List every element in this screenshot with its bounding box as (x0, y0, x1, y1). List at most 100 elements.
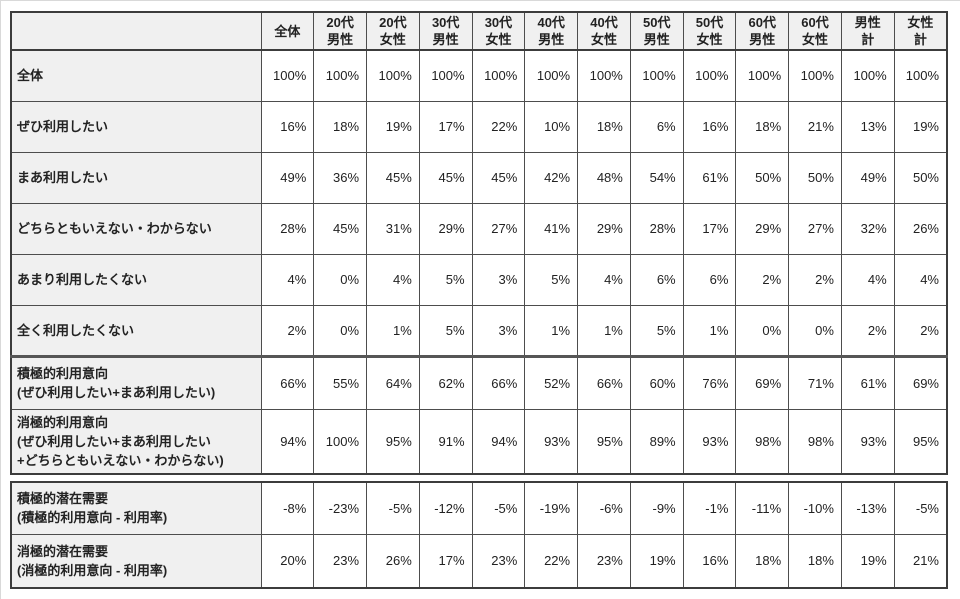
value-cell: 36% (313, 151, 368, 204)
table-row: 全く利用したくない 2% 0% 1% 5% 3% 1% 1% 5% 1% 0% 0% 2% 2% (10, 304, 948, 357)
row-label: あまり利用したくない (17, 272, 148, 287)
value-cell: 100% (260, 49, 315, 102)
row-label: 消極的潜在需要 (17, 543, 109, 559)
value-cell: 5% (418, 253, 473, 306)
column-header: 男性 計 (840, 11, 895, 51)
value-cell: 66% (260, 354, 315, 410)
value-cell: 18% (735, 100, 790, 153)
value-cell: -5% (893, 481, 948, 535)
row-label: まあ利用したい (17, 170, 109, 185)
survey-result-table-1: 全体 20代 男性 20代 女性 30代 男性 30代 女性 40代 男性 40代 女性 50… (10, 11, 948, 475)
value-cell: 45% (313, 202, 368, 255)
table-row: ぜひ利用したい 16% 18% 19% 17% 22% 10% 18% 6% 16% 18% 21% 1… (10, 100, 948, 153)
value-cell: 26% (893, 202, 948, 255)
value-cell: -5% (366, 481, 420, 535)
value-cell: 17% (682, 202, 737, 255)
value-cell: 45% (418, 151, 473, 204)
value-cell: 100% (418, 49, 473, 102)
value-cell: 95% (366, 408, 420, 474)
value-cell: 22% (524, 534, 579, 588)
value-cell: 98% (735, 408, 790, 474)
value-cell: 100% (629, 49, 684, 102)
value-cell: 1% (366, 304, 420, 357)
value-cell: 23% (313, 534, 368, 588)
row-label: ぜひ利用したい (17, 119, 109, 134)
row-sublabel: (ぜひ利用したい+まあ利用したい +どちらともいえない・わからない) (17, 433, 224, 468)
value-cell: 18% (313, 100, 368, 153)
column-header: 30代 男性 (418, 11, 473, 51)
value-cell: 1% (682, 304, 737, 357)
value-cell: 13% (840, 100, 895, 153)
row-sublabel: (消極的利用意向 - 利用率) (17, 562, 168, 578)
value-cell: 66% (471, 354, 526, 410)
value-cell: 100% (313, 408, 368, 474)
value-cell: 17% (418, 534, 473, 588)
value-cell: 19% (366, 100, 420, 153)
value-cell: 45% (471, 151, 526, 204)
value-cell: 94% (260, 408, 315, 474)
row-label-cell: ぜひ利用したい (10, 100, 262, 153)
value-cell: 4% (840, 253, 895, 306)
value-cell: 5% (524, 253, 579, 306)
column-header: 50代 女性 (682, 11, 737, 51)
value-cell: 28% (260, 202, 315, 255)
value-cell: -8% (260, 481, 315, 535)
value-cell: 4% (260, 253, 315, 306)
value-cell: 100% (840, 49, 895, 102)
table-row: どちらともいえない・わからない 28% 45% 31% 29% 27% 41% 29% 28% 1… (10, 202, 948, 255)
column-header: 60代 男性 (735, 11, 790, 51)
value-cell: 0% (788, 304, 842, 357)
value-cell: 49% (840, 151, 895, 204)
column-header: 50代 男性 (629, 11, 684, 51)
value-cell: 2% (840, 304, 895, 357)
value-cell: 54% (629, 151, 684, 204)
column-header: 40代 男性 (524, 11, 579, 51)
value-cell: 100% (471, 49, 526, 102)
value-cell: 2% (893, 304, 948, 357)
value-cell: 100% (313, 49, 368, 102)
value-cell: 22% (471, 100, 526, 153)
value-cell: -1% (682, 481, 737, 535)
value-cell: 3% (471, 253, 526, 306)
value-cell: 50% (893, 151, 948, 204)
value-cell: 18% (788, 534, 842, 588)
value-cell: 50% (735, 151, 790, 204)
value-cell: 6% (629, 100, 684, 153)
row-sublabel: (積極的利用意向 - 利用率) (17, 510, 168, 526)
value-cell: 100% (366, 49, 420, 102)
value-cell: 18% (577, 100, 631, 153)
value-cell: 62% (418, 354, 473, 410)
value-cell: 31% (366, 202, 420, 255)
column-header: 20代 女性 (366, 11, 420, 51)
value-cell: 94% (471, 408, 526, 474)
value-cell: 100% (682, 49, 737, 102)
row-label-cell: あまり利用したくない (10, 253, 262, 306)
value-cell: 19% (893, 100, 948, 153)
row-label-cell: 消極的潜在需要 (消極的利用意向 - 利用率) (10, 534, 262, 588)
column-header: 60代 女性 (788, 11, 842, 51)
value-cell: 0% (735, 304, 790, 357)
value-cell: 1% (524, 304, 579, 357)
value-cell: 5% (418, 304, 473, 357)
value-cell: 69% (735, 354, 790, 410)
value-cell: 41% (524, 202, 579, 255)
value-cell: 52% (524, 354, 579, 410)
row-label-cell: 全体 (10, 49, 262, 102)
value-cell: 23% (471, 534, 526, 588)
value-cell: 42% (524, 151, 579, 204)
value-cell: 0% (313, 253, 368, 306)
value-cell: 2% (788, 253, 842, 306)
value-cell: 45% (366, 151, 420, 204)
value-cell: 50% (788, 151, 842, 204)
row-label: 積極的潜在需要 (17, 491, 109, 507)
table-row: あまり利用したくない 4% 0% 4% 5% 3% 5% 4% 6% 6% 2% 2% 4% 4% (10, 253, 948, 306)
value-cell: 61% (682, 151, 737, 204)
row-label: 消極的利用意向 (17, 414, 109, 430)
row-label: 全体 (17, 68, 44, 84)
value-cell: 27% (788, 202, 842, 255)
value-cell: -9% (629, 481, 684, 535)
value-cell: 66% (577, 354, 631, 410)
value-cell: 93% (682, 408, 737, 474)
value-cell: 60% (629, 354, 684, 410)
value-cell: 61% (840, 354, 895, 410)
